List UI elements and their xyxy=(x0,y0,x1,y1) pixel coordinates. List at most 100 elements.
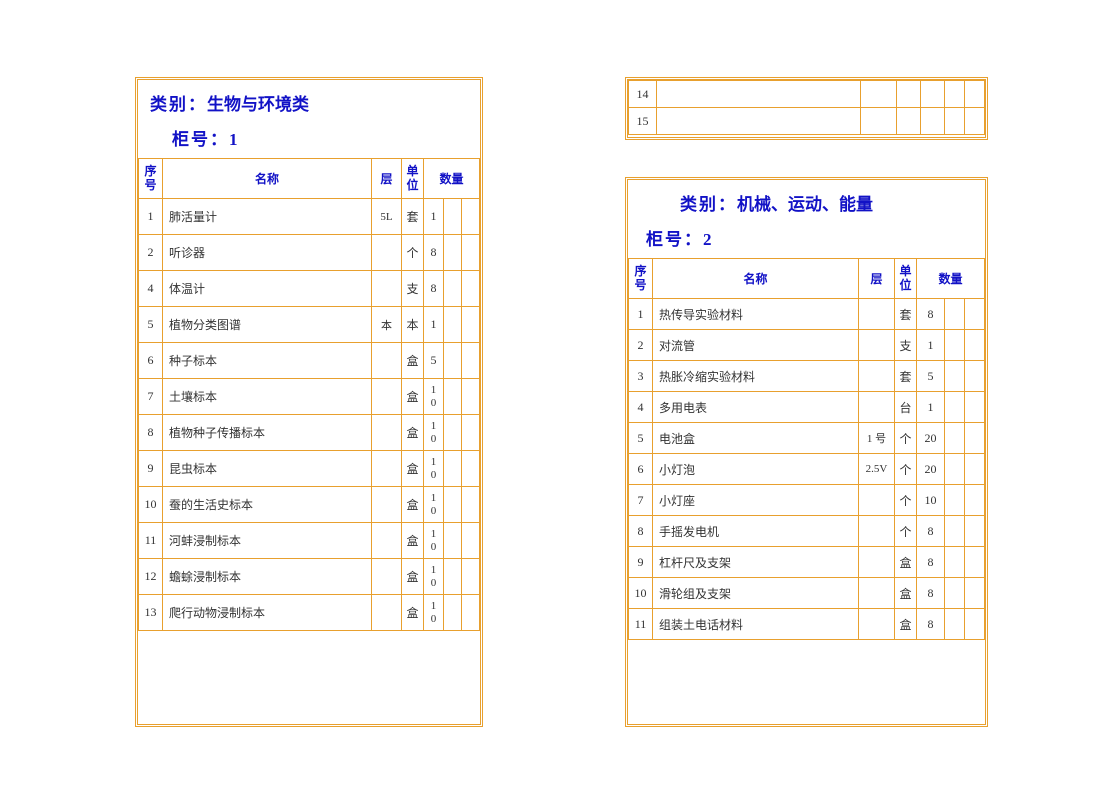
cell-seq: 11 xyxy=(139,523,163,559)
cell-qty3 xyxy=(461,379,479,415)
category-value: 机械、运动、能量 xyxy=(737,195,873,214)
cell-seq: 5 xyxy=(629,423,653,454)
cell-qty1: 5 xyxy=(916,361,944,392)
left-table: 序号 名称 层 单位 数量 1肺活量计5L套12听诊器个84体温计支85植物分类… xyxy=(138,158,480,631)
cell-qty2 xyxy=(945,81,965,108)
cell-qty1: 10 xyxy=(423,523,443,559)
cell-name: 杠杆尺及支架 xyxy=(653,547,859,578)
cell-qty3 xyxy=(964,330,984,361)
cell-seq: 9 xyxy=(629,547,653,578)
cell-qty2 xyxy=(443,307,461,343)
cell-seq: 11 xyxy=(629,609,653,640)
cell-qty1: 1 xyxy=(423,199,443,235)
right-panel: 类别：机械、运动、能量 柜号：2 序号 名称 层 单位 数量 1热传导实验材料套… xyxy=(625,177,988,727)
table-row: 2听诊器个8 xyxy=(139,235,480,271)
table-row: 7小灯座个10 xyxy=(629,485,985,516)
cell-seq: 6 xyxy=(139,343,163,379)
cell-qty3 xyxy=(964,547,984,578)
top-right-table: 1415 xyxy=(628,80,985,135)
cell-qty3 xyxy=(964,299,984,330)
cell-unit: 个 xyxy=(894,516,916,547)
table-row: 4体温计支8 xyxy=(139,271,480,307)
cell-unit: 套 xyxy=(894,299,916,330)
header-unit: 单位 xyxy=(401,159,423,199)
table-row: 10蚕的生活史标本盒10 xyxy=(139,487,480,523)
cell-layer xyxy=(371,559,401,595)
cell-unit: 支 xyxy=(894,330,916,361)
cell-name: 组装土电话材料 xyxy=(653,609,859,640)
cell-seq: 14 xyxy=(629,81,657,108)
cell-layer xyxy=(861,81,897,108)
header-unit: 单位 xyxy=(894,259,916,299)
cell-qty2 xyxy=(443,343,461,379)
cell-qty3 xyxy=(964,454,984,485)
table-row: 9昆虫标本盒10 xyxy=(139,451,480,487)
cell-qty3 xyxy=(965,108,985,135)
cell-unit: 支 xyxy=(401,271,423,307)
cell-layer xyxy=(371,487,401,523)
cell-unit: 本 xyxy=(401,307,423,343)
cell-unit xyxy=(897,81,921,108)
cell-qty1: 1 xyxy=(916,392,944,423)
table-row: 1肺活量计5L套1 xyxy=(139,199,480,235)
cell-seq: 8 xyxy=(139,415,163,451)
left-category: 类别：生物与环境类 xyxy=(150,90,468,115)
table-row: 15 xyxy=(629,108,985,135)
cell-qty1: 8 xyxy=(916,547,944,578)
table-row: 2对流管支1 xyxy=(629,330,985,361)
cell-qty3 xyxy=(964,516,984,547)
right-table: 序号 名称 层 单位 数量 1热传导实验材料套82对流管支13热胀冷缩实验材料套… xyxy=(628,258,985,640)
table-row: 9杠杆尺及支架盒8 xyxy=(629,547,985,578)
cell-qty3 xyxy=(461,415,479,451)
cell-name: 热胀冷缩实验材料 xyxy=(653,361,859,392)
cell-seq: 1 xyxy=(139,199,163,235)
table-row: 10滑轮组及支架盒8 xyxy=(629,578,985,609)
cell-qty1: 10 xyxy=(423,415,443,451)
cell-unit: 个 xyxy=(894,454,916,485)
cell-unit: 盒 xyxy=(401,595,423,631)
cell-name: 多用电表 xyxy=(653,392,859,423)
cell-name: 对流管 xyxy=(653,330,859,361)
cell-unit: 个 xyxy=(401,235,423,271)
cell-name: 种子标本 xyxy=(163,343,372,379)
table-row: 1热传导实验材料套8 xyxy=(629,299,985,330)
cell-unit: 套 xyxy=(894,361,916,392)
cell-qty2 xyxy=(944,454,964,485)
cell-unit: 台 xyxy=(894,392,916,423)
cell-name: 小灯座 xyxy=(653,485,859,516)
cell-qty1: 8 xyxy=(916,578,944,609)
cell-qty2 xyxy=(944,516,964,547)
cell-qty1: 8 xyxy=(916,609,944,640)
table-row: 8植物种子传播标本盒10 xyxy=(139,415,480,451)
cell-name xyxy=(657,81,861,108)
header-seq: 序号 xyxy=(629,259,653,299)
cell-name: 爬行动物浸制标本 xyxy=(163,595,372,631)
right-header-row: 序号 名称 层 单位 数量 xyxy=(629,259,985,299)
cell-unit: 盒 xyxy=(401,451,423,487)
cell-layer xyxy=(371,523,401,559)
left-header-row: 序号 名称 层 单位 数量 xyxy=(139,159,480,199)
cell-qty3 xyxy=(965,81,985,108)
cell-layer: 本 xyxy=(371,307,401,343)
cell-seq: 2 xyxy=(139,235,163,271)
cell-qty1: 1 xyxy=(423,307,443,343)
cell-qty3 xyxy=(461,271,479,307)
cabinet-label: 柜号： xyxy=(646,230,703,249)
cell-qty1: 8 xyxy=(916,516,944,547)
cell-layer xyxy=(858,392,894,423)
cell-layer xyxy=(858,330,894,361)
cell-layer xyxy=(858,361,894,392)
cell-qty2 xyxy=(443,379,461,415)
cell-qty1: 8 xyxy=(423,235,443,271)
cell-name: 河蚌浸制标本 xyxy=(163,523,372,559)
table-row: 5电池盒1 号个20 xyxy=(629,423,985,454)
cell-qty3 xyxy=(461,523,479,559)
cell-qty1 xyxy=(921,81,945,108)
cell-unit: 盒 xyxy=(894,609,916,640)
left-panel: 类别：生物与环境类 柜号：1 序号 名称 层 单位 数量 1肺活量计5L套12听… xyxy=(135,77,483,727)
cabinet-value: 1 xyxy=(229,130,240,149)
cell-layer xyxy=(858,609,894,640)
cell-unit: 盒 xyxy=(894,578,916,609)
cell-layer xyxy=(371,235,401,271)
left-header: 类别：生物与环境类 柜号：1 xyxy=(138,80,480,158)
